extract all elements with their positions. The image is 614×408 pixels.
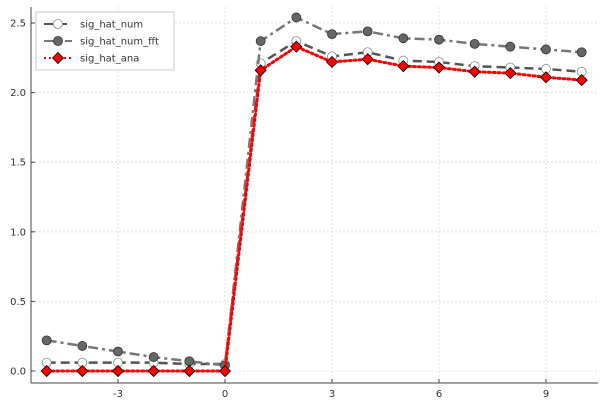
- data-point: [183, 364, 196, 378]
- series-sig_hat_num: [41, 36, 587, 369]
- data-point: [255, 36, 266, 46]
- data-point: [184, 356, 195, 367]
- axes: -3 0 3 6 9 0.0 0.5 1.0 1.5 2.0 2.5: [10, 7, 598, 400]
- y-tick-label: 2.0: [10, 88, 26, 99]
- data-point: [40, 364, 53, 378]
- y-tick-label: 1.5: [10, 158, 26, 169]
- data-point: [361, 53, 374, 66]
- grid: [31, 7, 598, 383]
- series-line: [46, 16, 582, 367]
- legend-label: sig_hat_num_fft: [80, 37, 159, 48]
- data-point: [325, 55, 339, 69]
- data-point: [291, 12, 302, 23]
- data-point: [362, 26, 373, 37]
- x-tick-label: 9: [543, 389, 549, 400]
- data-point: [576, 47, 587, 58]
- data-point: [469, 38, 480, 49]
- data-point: [575, 74, 588, 87]
- data-point: [327, 29, 337, 40]
- data-point: [147, 364, 160, 378]
- data-point: [434, 34, 444, 45]
- data-point: [111, 364, 125, 378]
- legend-marker: [51, 51, 65, 65]
- data-point: [398, 33, 409, 44]
- data-point: [254, 64, 267, 77]
- x-tick-label: -3: [113, 389, 123, 400]
- y-tick-label: 1.0: [10, 227, 26, 238]
- legend-marker: [53, 19, 63, 29]
- series-group: [40, 12, 588, 378]
- data-point: [113, 346, 123, 357]
- series-line: [45, 44, 584, 373]
- data-point: [148, 352, 159, 362]
- series-sig_hat_ana: [40, 40, 588, 378]
- legend-entry: sig_hat_num_fft: [44, 36, 159, 48]
- data-point: [505, 41, 516, 52]
- series-line: [46, 39, 582, 366]
- data-point: [397, 60, 410, 73]
- data-point: [218, 364, 232, 378]
- y-tick-label: 0.0: [10, 367, 26, 378]
- legend-marker: [53, 36, 63, 46]
- data-point: [539, 71, 553, 84]
- legend-label: sig_hat_num: [80, 20, 143, 31]
- data-point: [541, 44, 551, 55]
- data-point: [504, 67, 517, 80]
- y-tick-label: 0.5: [10, 297, 26, 308]
- legend-entry: sig_hat_num: [44, 19, 143, 31]
- legend: sig_hat_num sig_hat_num_fft sig_hat_ana: [35, 11, 175, 71]
- data-point: [290, 40, 303, 53]
- data-point: [77, 341, 88, 351]
- x-tick-label: 3: [329, 389, 335, 400]
- data-point: [76, 364, 89, 378]
- x-tick-label: 6: [436, 389, 442, 400]
- x-tick-label: 0: [222, 389, 228, 400]
- y-tick-label: 2.5: [10, 19, 26, 30]
- data-point: [41, 335, 52, 346]
- legend-label: sig_hat_ana: [80, 54, 139, 65]
- legend-entry: sig_hat_ana: [44, 51, 139, 65]
- data-point: [432, 61, 446, 74]
- data-point: [468, 65, 481, 78]
